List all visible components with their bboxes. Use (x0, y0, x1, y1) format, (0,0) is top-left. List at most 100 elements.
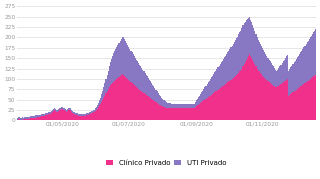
Bar (41, 116, 42, 120)
Bar (282, 63, 283, 83)
Bar (186, 104, 187, 108)
Bar (263, 77, 264, 120)
Bar (270, 83, 271, 120)
Bar (122, 74, 123, 120)
Bar (176, 108, 177, 120)
Bar (248, 56, 249, 120)
Bar (317, 26, 318, 73)
Bar (57, 110, 58, 112)
Bar (68, 110, 69, 120)
Bar (97, 105, 98, 109)
Bar (27, 119, 28, 120)
Bar (98, 103, 99, 107)
Bar (162, 106, 163, 120)
Bar (140, 66, 141, 91)
Bar (135, 58, 136, 86)
Bar (59, 108, 60, 110)
Bar (262, 48, 263, 76)
Bar (209, 96, 210, 120)
Bar (173, 108, 174, 120)
Bar (180, 108, 181, 120)
Bar (123, 37, 124, 75)
Bar (181, 108, 183, 120)
Bar (266, 56, 268, 80)
Bar (29, 119, 30, 120)
Bar (139, 65, 140, 90)
Bar (232, 79, 233, 120)
Bar (284, 60, 285, 81)
Bar (49, 112, 50, 114)
Bar (22, 119, 23, 120)
Bar (310, 79, 311, 120)
Bar (134, 56, 135, 85)
Bar (114, 81, 115, 120)
Bar (178, 108, 180, 120)
Bar (72, 111, 73, 113)
Bar (108, 71, 109, 89)
Bar (315, 75, 316, 120)
Bar (83, 116, 84, 120)
Bar (313, 76, 314, 120)
Bar (212, 76, 213, 94)
Bar (284, 81, 285, 120)
Bar (29, 117, 30, 119)
Bar (57, 112, 58, 120)
Bar (115, 80, 116, 120)
Bar (235, 40, 236, 76)
Bar (99, 105, 100, 120)
Bar (257, 69, 258, 120)
Bar (211, 77, 212, 95)
Bar (270, 61, 271, 83)
Bar (241, 69, 243, 120)
Bar (117, 45, 118, 78)
Bar (277, 70, 278, 86)
Bar (165, 108, 166, 120)
Bar (68, 108, 69, 110)
Bar (285, 81, 286, 120)
Bar (50, 112, 51, 114)
Bar (145, 73, 146, 94)
Bar (191, 108, 192, 120)
Bar (37, 115, 38, 117)
Bar (110, 62, 111, 85)
Bar (125, 77, 126, 120)
Bar (184, 104, 185, 108)
Bar (219, 66, 220, 89)
Bar (187, 108, 188, 120)
Bar (138, 63, 139, 89)
Bar (189, 104, 190, 108)
Bar (164, 100, 165, 107)
Bar (227, 82, 228, 120)
Bar (111, 59, 112, 84)
Bar (84, 114, 85, 116)
Bar (109, 66, 110, 87)
Bar (52, 112, 53, 120)
Bar (197, 105, 198, 120)
Bar (79, 116, 80, 120)
Bar (118, 43, 120, 77)
Bar (228, 81, 229, 120)
Bar (78, 114, 79, 116)
Bar (51, 111, 52, 113)
Bar (161, 106, 162, 120)
Bar (103, 87, 104, 98)
Bar (300, 52, 301, 86)
Bar (86, 113, 87, 115)
Bar (89, 112, 90, 114)
Bar (201, 92, 202, 102)
Bar (276, 71, 277, 87)
Bar (185, 104, 186, 108)
Bar (206, 84, 208, 98)
Bar (200, 103, 201, 120)
Bar (114, 51, 115, 81)
Bar (248, 18, 249, 56)
Bar (255, 34, 257, 66)
Bar (240, 71, 241, 120)
Bar (115, 49, 116, 80)
Bar (295, 91, 296, 120)
Bar (192, 104, 194, 108)
Bar (275, 70, 276, 87)
Bar (237, 37, 238, 74)
Bar (88, 115, 89, 120)
Bar (300, 86, 301, 120)
